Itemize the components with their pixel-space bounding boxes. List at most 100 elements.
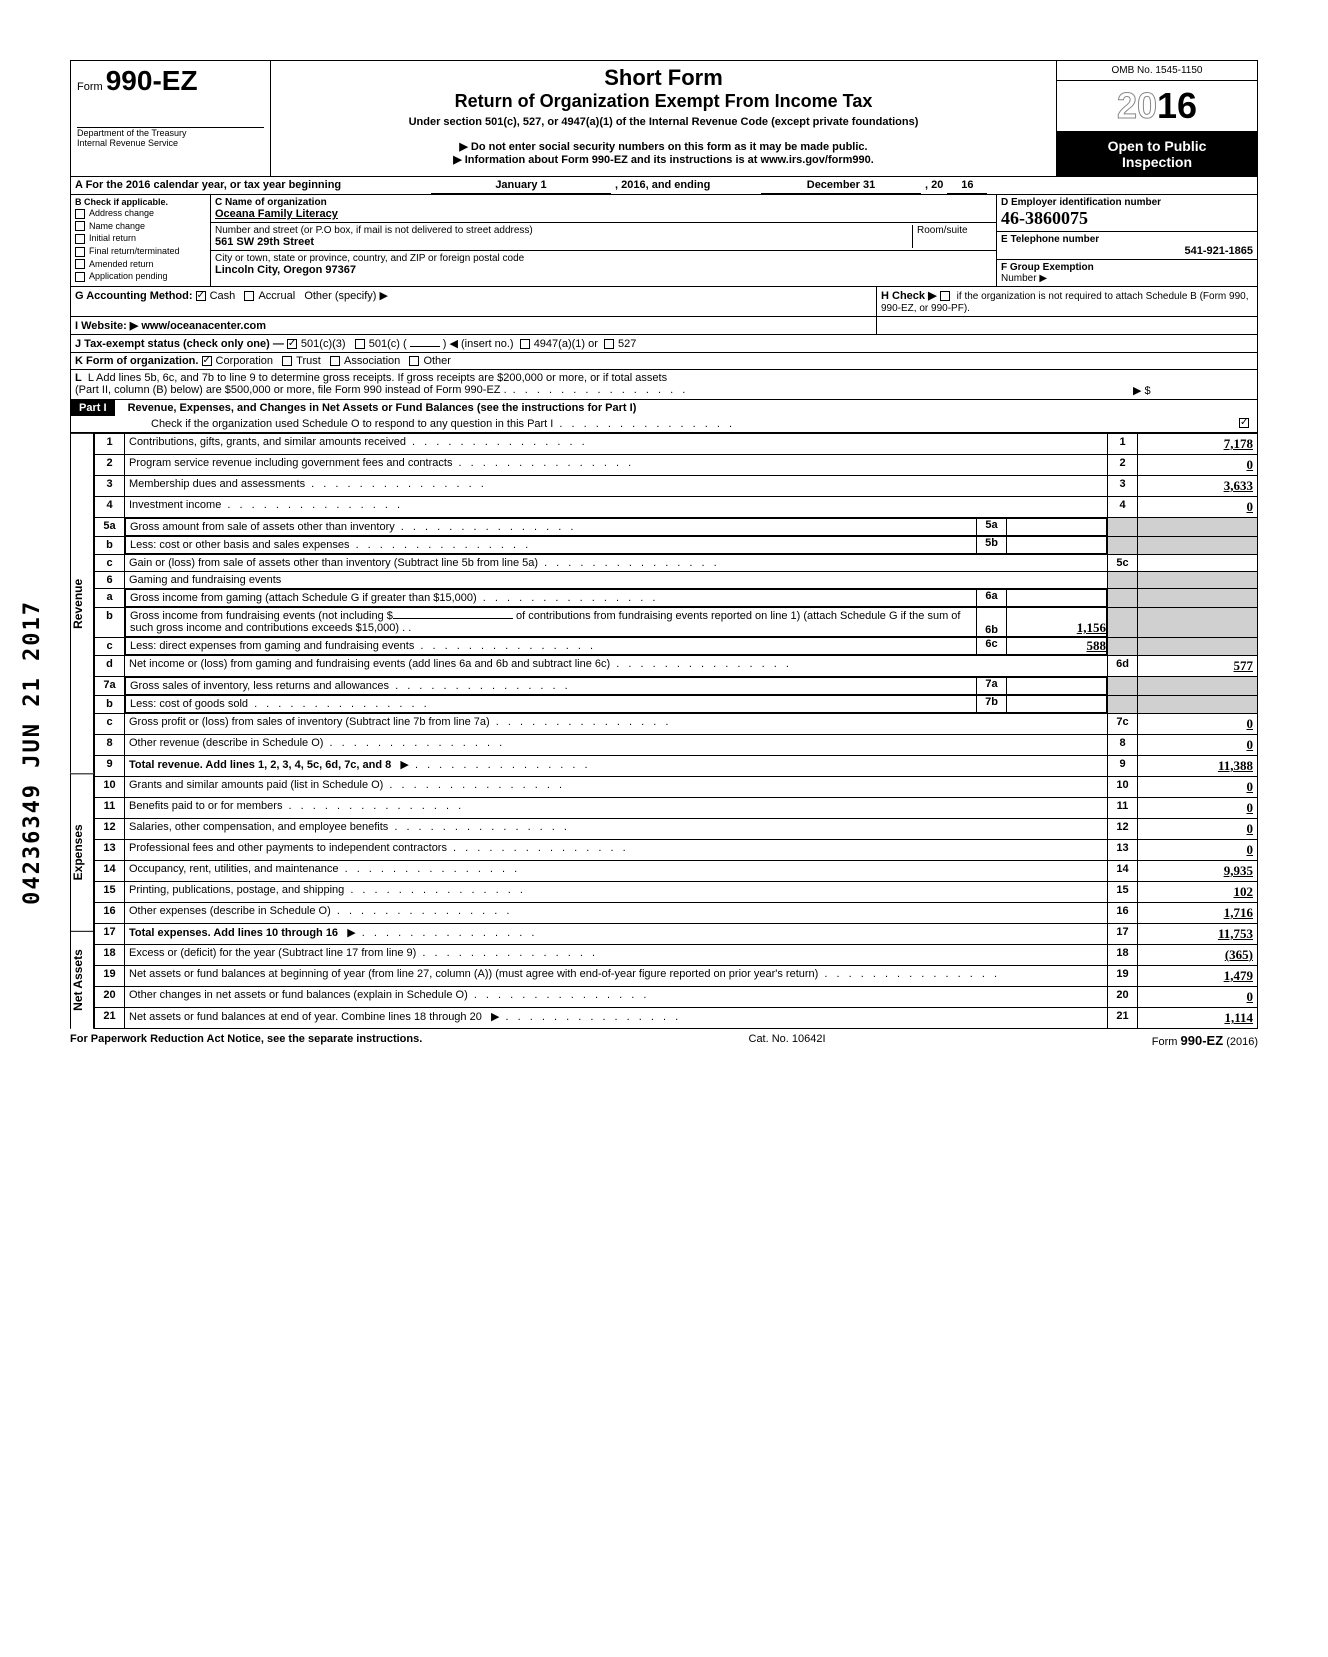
line-a-end: December 31 xyxy=(761,177,921,194)
cb-cash[interactable] xyxy=(196,291,206,301)
g-cash: Cash xyxy=(210,290,236,302)
j-527: 527 xyxy=(618,338,636,350)
cb-527[interactable] xyxy=(604,339,614,349)
cb-final-return[interactable] xyxy=(75,247,85,257)
cb-initial-return[interactable] xyxy=(75,234,85,244)
k-corp: Corporation xyxy=(216,355,273,367)
info-url: ▶ Information about Form 990-EZ and its … xyxy=(281,153,1046,166)
phone-value: 541-921-1865 xyxy=(1001,245,1253,257)
cb-app-pending[interactable] xyxy=(75,272,85,282)
row-7b: bLess: cost of goods sold7b xyxy=(95,695,1258,714)
h-text: if the organization is not required to a… xyxy=(881,291,1249,314)
line-a-begin: January 1 xyxy=(431,177,611,194)
k-label: K Form of organization. xyxy=(75,355,198,367)
line-a-end2: , 20 xyxy=(921,177,947,194)
row-16: 16Other expenses (describe in Schedule O… xyxy=(95,903,1258,924)
row-k: K Form of organization. Corporation Trus… xyxy=(70,353,1258,370)
row-5b: bLess: cost or other basis and sales exp… xyxy=(95,536,1258,555)
short-form-title: Short Form xyxy=(281,65,1046,91)
b-opt-4: Amended return xyxy=(89,259,154,269)
row-6a: aGross income from gaming (attach Schedu… xyxy=(95,589,1258,608)
b-opt-5: Application pending xyxy=(89,271,168,281)
line-a-label: A For the 2016 calendar year, or tax yea… xyxy=(71,177,431,194)
footer-left: For Paperwork Reduction Act Notice, see … xyxy=(70,1033,422,1048)
cb-corp[interactable] xyxy=(202,356,212,366)
cb-accrual[interactable] xyxy=(244,291,254,301)
row-7c: cGross profit or (loss) from sales of in… xyxy=(95,714,1258,735)
tax-year: 2016 xyxy=(1057,81,1257,132)
f-label: F Group Exemption xyxy=(1001,262,1253,273)
b-opt-1: Name change xyxy=(89,221,145,231)
row-1: 1Contributions, gifts, grants, and simil… xyxy=(95,434,1258,455)
dept-treasury: Department of the Treasury xyxy=(77,128,264,138)
cb-4947[interactable] xyxy=(520,339,530,349)
row-3: 3Membership dues and assessments33,633 xyxy=(95,476,1258,497)
section-b: B Check if applicable. Address change Na… xyxy=(71,195,211,286)
c-label: C Name of organization xyxy=(215,197,992,208)
footer: For Paperwork Reduction Act Notice, see … xyxy=(70,1033,1258,1048)
city-label: City or town, state or province, country… xyxy=(215,253,992,264)
section-c: C Name of organization Oceana Family Lit… xyxy=(211,195,997,286)
row-14: 14Occupancy, rent, utilities, and mainte… xyxy=(95,861,1258,882)
b-label: B Check if applicable. xyxy=(75,197,206,207)
cb-assoc[interactable] xyxy=(330,356,340,366)
l-arrow: ▶ $ xyxy=(1133,384,1253,397)
form-number: 990-EZ xyxy=(106,65,198,96)
main-table: 1Contributions, gifts, grants, and simil… xyxy=(94,433,1258,1029)
b-options: Address change Name change Initial retur… xyxy=(75,207,206,283)
row-6b: bGross income from fundraising events (n… xyxy=(95,607,1258,637)
row-7a: 7aGross sales of inventory, less returns… xyxy=(95,677,1258,696)
row-5c: cGain or (loss) from sale of assets othe… xyxy=(95,555,1258,572)
row-6c: cLess: direct expenses from gaming and f… xyxy=(95,637,1258,656)
cb-amended[interactable] xyxy=(75,259,85,269)
cb-address-change[interactable] xyxy=(75,209,85,219)
line-a-mid2: , 2016, and ending xyxy=(611,177,761,194)
k-trust: Trust xyxy=(296,355,321,367)
row-i: I Website: ▶ www/oceanacenter.com xyxy=(70,317,1258,335)
row-6d: dNet income or (loss) from gaming and fu… xyxy=(95,656,1258,677)
l-text1: L Add lines 5b, 6c, and 7b to line 9 to … xyxy=(88,372,667,384)
info-grid: B Check if applicable. Address change Na… xyxy=(70,195,1258,287)
j-501c: 501(c) ( xyxy=(369,338,407,350)
cb-name-change[interactable] xyxy=(75,221,85,231)
row-5a: 5aGross amount from sale of assets other… xyxy=(95,518,1258,537)
cb-h[interactable] xyxy=(940,291,950,301)
cb-501c3[interactable] xyxy=(287,339,297,349)
cb-part1-schedule-o[interactable] xyxy=(1239,418,1249,428)
row-l: L L Add lines 5b, 6c, and 7b to line 9 t… xyxy=(70,370,1258,400)
k-other: Other xyxy=(423,355,451,367)
part1-title: Revenue, Expenses, and Changes in Net As… xyxy=(118,402,637,414)
e-label: E Telephone number xyxy=(1001,234,1253,245)
open-public-2: Inspection xyxy=(1057,154,1257,170)
under-section: Under section 501(c), 527, or 4947(a)(1)… xyxy=(281,116,1046,128)
row-9: 9Total revenue. Add lines 1, 2, 3, 4, 5c… xyxy=(95,756,1258,777)
row-6: 6Gaming and fundraising events xyxy=(95,572,1258,589)
footer-mid: Cat. No. 10642I xyxy=(749,1033,826,1048)
vside-expenses: Expenses xyxy=(70,773,94,931)
footer-right: Form 990-EZ (2016) xyxy=(1152,1033,1258,1048)
form-header: Form 990-EZ Department of the Treasury I… xyxy=(70,60,1258,177)
row-13: 13Professional fees and other payments t… xyxy=(95,840,1258,861)
ein-value: 46-3860075 xyxy=(1001,208,1253,229)
section-def: D Employer identification number 46-3860… xyxy=(997,195,1257,286)
row-11: 11Benefits paid to or for members110 xyxy=(95,798,1258,819)
k-assoc: Association xyxy=(344,355,400,367)
cb-501c[interactable] xyxy=(355,339,365,349)
row-4: 4Investment income40 xyxy=(95,497,1258,518)
row-10: 10Grants and similar amounts paid (list … xyxy=(95,777,1258,798)
row-2: 2Program service revenue including gover… xyxy=(95,455,1258,476)
dept-irs: Internal Revenue Service xyxy=(77,138,264,148)
cb-trust[interactable] xyxy=(282,356,292,366)
cb-other[interactable] xyxy=(409,356,419,366)
city-value: Lincoln City, Oregon 97367 xyxy=(215,264,992,276)
row-20: 20Other changes in net assets or fund ba… xyxy=(95,987,1258,1008)
row-21: 21Net assets or fund balances at end of … xyxy=(95,1008,1258,1029)
g-other: Other (specify) ▶ xyxy=(304,290,388,302)
year-bold: 16 xyxy=(1157,85,1197,126)
j-insert: ) ◀ (insert no.) xyxy=(443,338,514,350)
receipt-stamp: 04236349 JUN 21 2017 xyxy=(20,600,45,905)
form-label-prefix: Form xyxy=(77,81,103,93)
row-g-h: G Accounting Method: Cash Accrual Other … xyxy=(70,287,1258,317)
row-18: 18Excess or (deficit) for the year (Subt… xyxy=(95,945,1258,966)
g-accrual: Accrual xyxy=(258,290,295,302)
